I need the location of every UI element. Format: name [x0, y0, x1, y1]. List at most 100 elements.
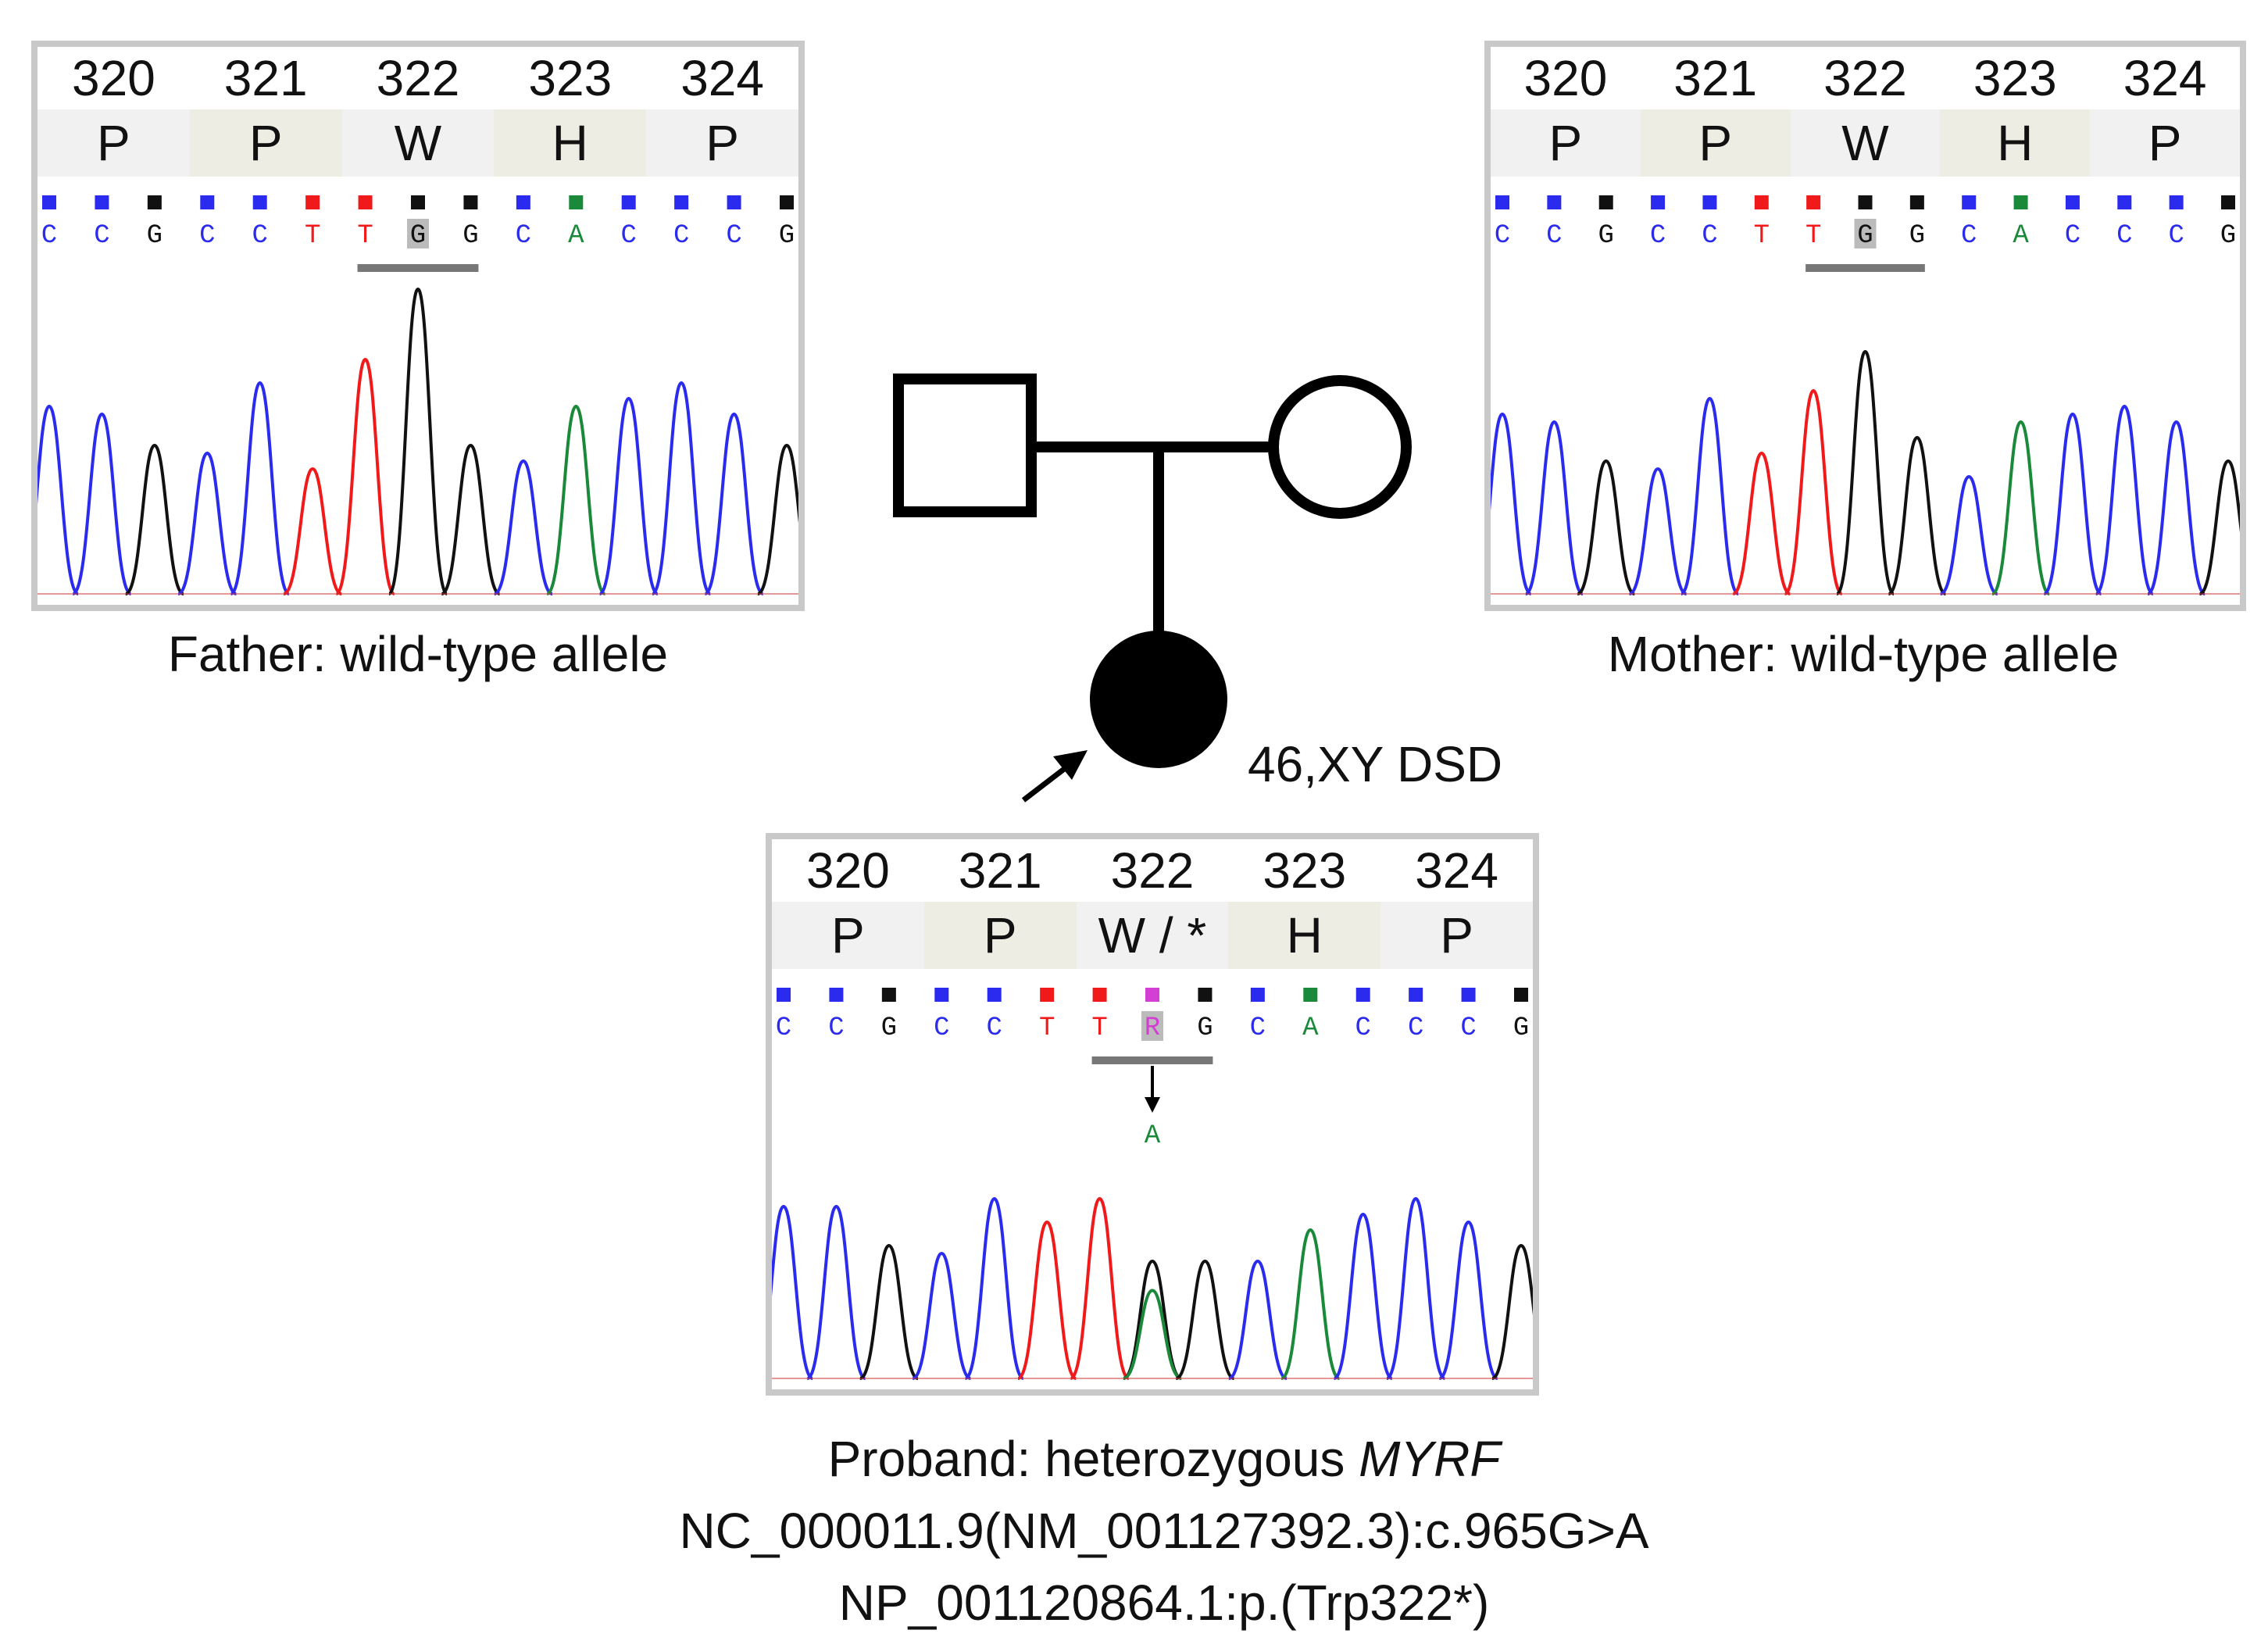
base-call-square: [727, 195, 741, 209]
trace-peak: [493, 459, 553, 595]
trace-peak: [859, 1243, 919, 1380]
trace-peak: [283, 467, 343, 595]
base-call-letter: G: [147, 221, 163, 251]
trace-peak: [772, 1204, 814, 1380]
codon-position: 322: [1823, 50, 1907, 106]
base-call-square: [1547, 195, 1562, 209]
base-call-square: [358, 195, 373, 209]
base-call-letter: C: [2065, 221, 2080, 251]
base-call-square: [2065, 195, 2080, 209]
base-call-square: [934, 988, 949, 1002]
codon-cell: 322 W: [1790, 47, 1941, 180]
amino-acid: P: [923, 902, 1077, 969]
base-call-letter: T: [1039, 1013, 1055, 1043]
trace-peak: [72, 412, 132, 595]
amino-acid: P: [38, 109, 190, 177]
base-call-square: [1092, 988, 1107, 1002]
trace-peak: [1491, 412, 1532, 595]
base-call-square: [2117, 195, 2132, 209]
father-caption: Father: wild-type allele: [167, 626, 669, 682]
base-call-square: [1303, 988, 1318, 1002]
trace-peak: [1438, 1220, 1498, 1380]
trace-peak: [387, 287, 449, 595]
proband-hgvs-p: NP_001120864.1:p.(Trp322*): [838, 1575, 1490, 1631]
amino-acid: P: [1491, 109, 1641, 177]
father-square: [893, 374, 1037, 517]
base-call-letter: C: [41, 221, 57, 251]
amino-acid: P: [646, 109, 798, 177]
base-call-letter: C: [1650, 221, 1666, 251]
base-call-letter: G: [463, 221, 478, 251]
amino-acid: P: [1380, 902, 1533, 969]
proband-trace: C C G C C T T R G C A C C C G A: [772, 988, 1533, 1380]
base-call-square: [1461, 988, 1476, 1002]
proband-arrow-shaft: [1021, 762, 1073, 803]
base-call-letter: T: [357, 221, 373, 251]
trace-peak: [2198, 459, 2240, 595]
base-call-square: [1495, 195, 1509, 209]
base-call-square: [2221, 195, 2235, 209]
amino-acid: P: [772, 902, 924, 969]
codon-cell: 324 P: [646, 47, 798, 180]
trace-peak: [546, 404, 606, 595]
codon-position: 324: [2123, 50, 2207, 106]
codon-cell: 320 P: [38, 47, 190, 180]
base-call-square: [1198, 988, 1213, 1002]
base-call-square: [674, 195, 689, 209]
base-call-letter: C: [776, 1013, 791, 1043]
trace-peak: [1784, 388, 1843, 595]
amino-acid: P: [1640, 109, 1791, 177]
trace-peak: [1577, 459, 1636, 595]
trace-peak: [230, 381, 290, 595]
codon-cell: 322 W: [341, 47, 495, 180]
base-call-square: [1598, 195, 1613, 209]
base-call-square: [411, 195, 425, 209]
base-call-square: [1806, 195, 1821, 209]
codon-header: 320 P 321 P 322 W 323 H 324 P: [1491, 47, 2240, 180]
proband-arrow-head: [1053, 750, 1088, 780]
trace-peak: [1070, 1196, 1130, 1380]
base-call-letter: C: [621, 221, 637, 251]
trace-peak: [1680, 396, 1740, 595]
trace-peak: [1175, 1259, 1235, 1380]
base-call-letter: C: [934, 1013, 949, 1043]
base-call-square: [2013, 195, 2028, 209]
trace-peak: [1628, 467, 1688, 595]
codon-cell: 324 P: [2090, 47, 2240, 180]
base-call-square: [1409, 988, 1423, 1002]
codon-cell: 320 P: [1491, 47, 1641, 180]
proband-hgvs-c: NC_000011.9(NM_001127392.3):c.965G>A: [679, 1503, 1649, 1559]
base-call-letter: G: [410, 221, 426, 251]
trace-peak: [806, 1204, 866, 1380]
base-call-square: [305, 195, 320, 209]
trace-peak: [177, 451, 238, 595]
codon-header: 320 P 321 P 322 W / * 323 H 324 P: [772, 839, 1533, 972]
base-call-square: [1858, 195, 1873, 209]
base-call-letter: A: [2013, 221, 2029, 251]
base-call-square: [1909, 195, 1924, 209]
trace-peak: [912, 1251, 972, 1380]
base-call-letter: C: [1250, 1013, 1266, 1043]
base-call-letter: C: [1702, 221, 1717, 251]
base-call-square: [252, 195, 267, 209]
base-call-square: [200, 195, 215, 209]
amino-acid: W: [341, 109, 495, 177]
base-call-letter: A: [1302, 1013, 1319, 1043]
trace-peak: [2095, 404, 2154, 595]
base-call-letter: C: [2116, 221, 2132, 251]
base-call-square: [1355, 988, 1370, 1002]
proband-caption-line1: Proband: heterozygous MYRF: [828, 1430, 1501, 1488]
codon-cell: 323 H: [494, 47, 647, 180]
base-call-letter: G: [2220, 221, 2236, 251]
codon-position: 321: [958, 842, 1042, 899]
codon-underline: [357, 264, 479, 272]
trace-peak: [1888, 435, 1947, 595]
trace-peak: [1991, 420, 2051, 595]
trace-peak: [2043, 412, 2102, 595]
trace-peak: [1491, 1243, 1533, 1380]
base-call-square: [780, 195, 794, 209]
base-call-square: [1514, 988, 1528, 1002]
base-call-letter: G: [1197, 1013, 1213, 1043]
base-call-square: [777, 988, 791, 1002]
